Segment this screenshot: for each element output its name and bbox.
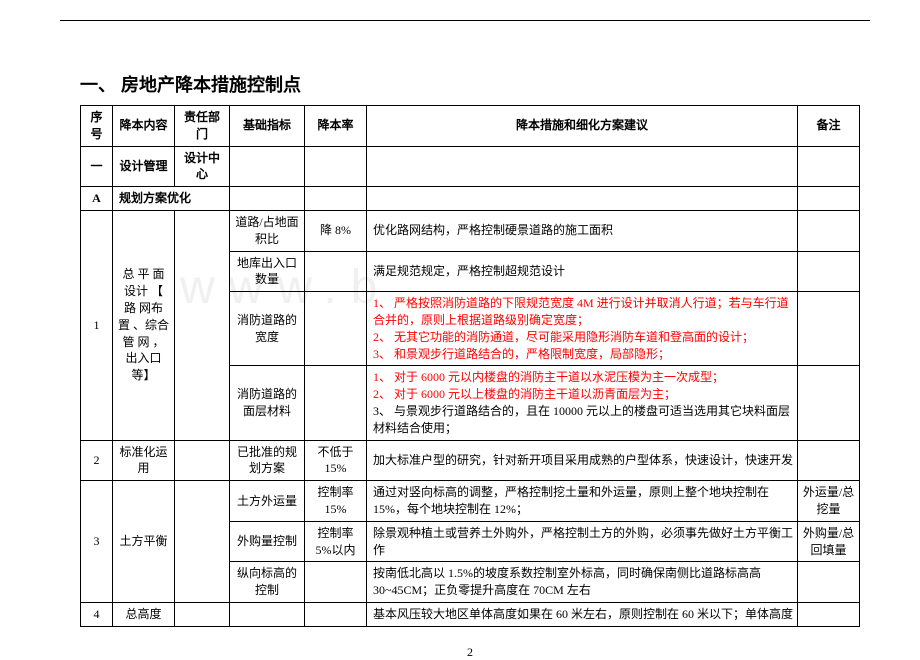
cell-note (798, 562, 860, 603)
cell-rate: 不低于 15% (305, 440, 367, 481)
th-seq: 序号 (81, 106, 113, 147)
cell: A (81, 187, 113, 211)
cell-seq: 2 (81, 440, 113, 481)
cell-dept (175, 440, 230, 481)
cell-sugg: 按南低北高以 1.5%的坡度系数控制室外标高，同时确保南侧比道路标高高30~45… (367, 562, 798, 603)
cell-rate: 控制率 15% (305, 481, 367, 522)
th-rate: 降本率 (305, 106, 367, 147)
cell-dept (175, 210, 230, 440)
cell-rate (305, 251, 367, 292)
doc-title: 一、 房地产降本措施控制点 (80, 71, 860, 97)
cell-content: 土方平衡 (113, 481, 175, 603)
cell-note (798, 366, 860, 440)
cell-note (798, 602, 860, 626)
cell-rate (305, 292, 367, 366)
cell-note (798, 251, 860, 292)
cell (367, 187, 798, 211)
top-rule (60, 20, 870, 21)
cell-rate: 控制率 5%以内 (305, 521, 367, 562)
cell: 一 (81, 146, 113, 187)
cell-base: 外购量控制 (230, 521, 305, 562)
cell: 设计管理 (113, 146, 175, 187)
cell-base: 已批准的规划方案 (230, 440, 305, 481)
table-header-row: 序号 降本内容 责任部门 基础指标 降本率 降本措施和细化方案建议 备注 (81, 106, 860, 147)
th-suggestion: 降本措施和细化方案建议 (367, 106, 798, 147)
cell-seq: 1 (81, 210, 113, 440)
optimize-row: A 规划方案优化 (81, 187, 860, 211)
cell-sugg: 除景观种植土或营养土外购外，严格控制土方的外购，必须事先做好土方平衡工作 (367, 521, 798, 562)
cell-sugg: 1、 严格按照消防道路的下限规范宽度 4M 进行设计并取消人行道；若与车行道合并… (367, 292, 798, 366)
cell-note (798, 440, 860, 481)
cell-sugg: 1、 对于 6000 元以内楼盘的消防主干道以水泥压模为主一次成型； 2、 对于… (367, 366, 798, 440)
cell-note: 外购量/总回填量 (798, 521, 860, 562)
cell-content: 总高度 (113, 602, 175, 626)
cost-control-table: 序号 降本内容 责任部门 基础指标 降本率 降本措施和细化方案建议 备注 一 设… (80, 105, 860, 627)
cell-sugg: 基本风压较大地区单体高度如果在 60 米左右，原则控制在 60 米以下；单体高度 (367, 602, 798, 626)
cell (798, 146, 860, 187)
cell-sugg: 优化路网结构，严格控制硬景道路的施工面积 (367, 210, 798, 251)
cell-seq: 4 (81, 602, 113, 626)
cell-note: 外运量/总挖量 (798, 481, 860, 522)
cell-seq: 3 (81, 481, 113, 603)
cell-note (798, 210, 860, 251)
cell-dept (175, 602, 230, 626)
table-row: 4 总高度 基本风压较大地区单体高度如果在 60 米左右，原则控制在 60 米以… (81, 602, 860, 626)
cell: 规划方案优化 (113, 187, 230, 211)
cell-content: 总 平 面 设计 【 路 网布 置 、综合 管 网 ，出入口等】 (113, 210, 175, 440)
page-container: 一、 房地产降本措施控制点 序号 降本内容 责任部门 基础指标 降本率 降本措施… (0, 0, 920, 660)
th-content: 降本内容 (113, 106, 175, 147)
cell-content: 标准化运用 (113, 440, 175, 481)
cell-sugg: 通过对竖向标高的调整，严格控制挖土量和外运量，原则上整个地块控制在15%，每个地… (367, 481, 798, 522)
cell (305, 187, 367, 211)
cell-base: 地库出入口数量 (230, 251, 305, 292)
cell (798, 187, 860, 211)
cell-rate: 降 8% (305, 210, 367, 251)
section-row: 一 设计管理 设计中心 (81, 146, 860, 187)
text-red: 1、 对于 6000 元以内楼盘的消防主干道以水泥压模为主一次成型； 2、 对于… (373, 370, 724, 401)
cell-rate (305, 366, 367, 440)
table-row: 2 标准化运用 已批准的规划方案 不低于 15% 加大标准户型的研究，针对新开项… (81, 440, 860, 481)
page-number: 2 (80, 645, 860, 660)
cell-note (798, 292, 860, 366)
cell-base: 消防道路的面层材料 (230, 366, 305, 440)
cell: 设计中心 (175, 146, 230, 187)
table-row: 3 土方平衡 土方外运量 控制率 15% 通过对竖向标高的调整，严格控制挖土量和… (81, 481, 860, 522)
cell-sugg: 加大标准户型的研究，针对新开项目采用成熟的户型体系，快速设计，快速开发 (367, 440, 798, 481)
cell-base: 纵向标高的控制 (230, 562, 305, 603)
table-row: 1 总 平 面 设计 【 路 网布 置 、综合 管 网 ，出入口等】 道路/占地… (81, 210, 860, 251)
cell-base: 土方外运量 (230, 481, 305, 522)
th-dept: 责任部门 (175, 106, 230, 147)
cell (230, 146, 305, 187)
th-base: 基础指标 (230, 106, 305, 147)
cell-dept (175, 481, 230, 603)
cell-base: 道路/占地面积比 (230, 210, 305, 251)
cell-sugg: 满足规范规定，严格控制超规范设计 (367, 251, 798, 292)
th-note: 备注 (798, 106, 860, 147)
cell-rate (305, 562, 367, 603)
cell-base: 消防道路的宽度 (230, 292, 305, 366)
text-black: 3、 与景观步行道路结合的，且在 10000 元以上的楼盘可适当选用其它块料面层… (373, 404, 790, 435)
cell (230, 187, 305, 211)
cell (367, 146, 798, 187)
cell-rate (305, 602, 367, 626)
cell-base (230, 602, 305, 626)
cell (305, 146, 367, 187)
